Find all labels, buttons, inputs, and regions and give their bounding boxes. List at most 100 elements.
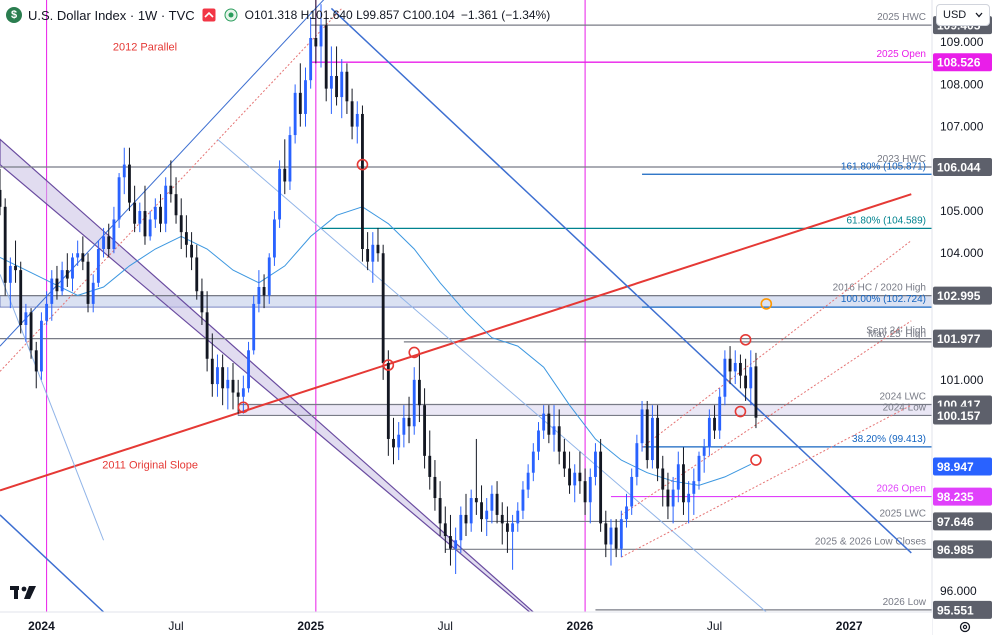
candle[interactable] [573,464,577,503]
candle[interactable] [267,253,271,304]
candle[interactable] [733,350,737,385]
candle[interactable] [397,422,401,461]
candle[interactable] [329,46,333,114]
candle[interactable] [293,84,297,144]
candle[interactable] [107,223,111,258]
candle[interactable] [635,434,639,486]
candle[interactable] [542,405,546,439]
candle[interactable] [195,244,199,300]
candle[interactable] [355,101,359,144]
candle[interactable] [578,451,582,494]
candle[interactable] [619,510,623,558]
candle[interactable] [0,168,2,216]
candle[interactable] [537,422,540,461]
candle[interactable] [366,232,370,271]
candle[interactable] [298,63,302,127]
candle[interactable] [438,481,442,537]
candle[interactable] [262,274,266,309]
candle[interactable] [516,502,520,532]
candle[interactable] [179,198,183,250]
candle[interactable] [190,232,194,271]
candle[interactable] [169,160,173,203]
candle[interactable] [319,4,323,68]
candle[interactable] [490,485,494,524]
candle[interactable] [216,354,219,397]
candle[interactable] [521,481,525,520]
candle[interactable] [744,358,748,401]
candle[interactable] [588,468,592,524]
symbol-title[interactable]: U.S. Dollar Index · 1W · TVC [28,7,195,23]
candle[interactable] [702,438,706,473]
candle[interactable] [604,510,608,558]
candle[interactable] [552,405,556,452]
candle[interactable] [713,405,716,439]
candle[interactable] [614,519,618,558]
candle[interactable] [8,257,12,309]
candle[interactable] [376,227,380,262]
candle[interactable] [3,198,7,296]
candle[interactable] [568,451,571,494]
candle[interactable] [474,438,478,515]
candle[interactable] [241,375,245,414]
candle[interactable] [205,291,209,372]
candle[interactable] [428,430,432,490]
candle[interactable] [340,59,344,119]
candle[interactable] [45,291,49,325]
candle[interactable] [335,46,338,106]
candle[interactable] [184,215,188,258]
candle[interactable] [324,16,328,102]
candle[interactable] [386,350,390,456]
candle[interactable] [252,295,256,355]
candle[interactable] [91,274,95,313]
candle[interactable] [117,173,121,228]
candle[interactable] [86,253,90,313]
candle[interactable] [671,476,675,524]
candle[interactable] [412,367,416,435]
candle[interactable] [594,443,597,486]
candle[interactable] [459,506,463,553]
candle[interactable] [754,352,758,429]
candle[interactable] [661,455,665,507]
candle[interactable] [609,519,613,566]
candle[interactable] [505,506,509,553]
candle[interactable] [350,88,354,140]
candle[interactable] [630,468,634,515]
candle[interactable] [133,185,137,233]
candle[interactable] [749,350,753,406]
candle[interactable] [423,388,427,469]
candle[interactable] [666,472,670,520]
candle[interactable] [485,498,489,537]
candle[interactable] [547,405,551,444]
candle[interactable] [480,485,483,532]
candle[interactable] [81,236,85,271]
candle[interactable] [526,464,530,499]
candle[interactable] [283,139,287,195]
candle[interactable] [257,270,261,313]
candle[interactable] [495,481,499,524]
candle[interactable] [449,514,452,566]
candle[interactable] [76,240,80,266]
currency-selector[interactable]: USD [936,4,990,26]
candle[interactable] [231,362,235,410]
candle[interactable] [500,502,504,545]
candle[interactable] [71,253,74,292]
candle[interactable] [738,354,742,389]
candle[interactable] [650,405,654,469]
candle[interactable] [102,227,105,258]
candle[interactable] [692,468,696,515]
candle[interactable] [433,460,437,511]
tradingview-logo-icon[interactable] [10,584,42,600]
candle[interactable] [531,443,535,482]
candle[interactable] [723,350,727,406]
candle[interactable] [697,451,701,490]
candle[interactable] [34,341,38,389]
candle[interactable] [371,232,375,283]
candle[interactable] [707,409,711,456]
candle[interactable] [24,303,28,342]
candle[interactable] [159,194,162,233]
candle[interactable] [226,367,230,410]
market-status-icon[interactable] [201,7,217,23]
candle[interactable] [640,400,644,452]
